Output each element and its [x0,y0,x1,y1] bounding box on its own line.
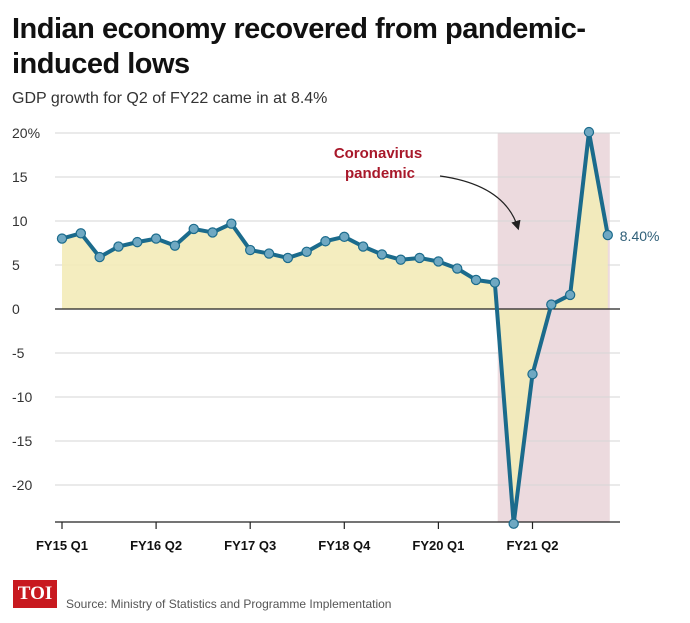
end-value-label: 8.40% [620,228,660,244]
gdp-growth-chart: 20% 15 10 5 0 -5 -10 -15 -20 FY15 Q1 FY16 Q2 FY17 Q… [12,125,660,553]
x-tick-label: FY20 Q1 [412,538,464,553]
data-point [395,254,406,265]
data-point [132,236,143,248]
data-point [339,231,350,243]
y-tick-label: -10 [12,389,32,405]
data-point [207,227,218,238]
data-point [376,249,388,260]
y-tick-label: 15 [12,169,28,185]
data-point [282,252,294,264]
x-tick-label: FY15 Q1 [36,538,88,553]
chart-title: Indian economy recovered from pandemic-i… [12,13,586,80]
y-tick-label: -20 [12,477,32,493]
data-point [489,277,501,288]
toi-logo: TOI [13,580,57,608]
data-point [470,274,482,286]
data-point [452,263,463,274]
data-point [301,246,312,257]
x-tick-label: FY17 Q3 [224,538,276,553]
data-point [150,233,162,244]
x-tick-label: FY16 Q2 [130,538,182,553]
data-point [263,248,275,259]
data-point [320,236,331,247]
chart-subtitle: GDP growth for Q2 of FY22 came in at 8.4… [12,90,328,107]
annotation-label: pandemic [345,165,415,182]
data-point [226,218,237,229]
x-tick-label: FY18 Q4 [318,538,371,553]
data-point [546,299,557,310]
data-point [564,289,576,301]
annotation-arrow [439,175,521,231]
y-tick-label: -15 [12,433,32,449]
x-tick-label: FY21 Q2 [506,538,558,553]
data-point [602,229,613,241]
data-point [188,223,199,235]
annotation-label: Coronavirus [334,145,422,162]
data-point [583,126,595,138]
data-point [508,518,519,529]
data-point [357,241,369,252]
data-point [433,256,444,267]
data-point [94,251,105,263]
y-tick-label: -5 [12,345,25,361]
source-note: Source: Ministry of Statistics and Progr… [66,597,392,611]
data-point [414,252,425,264]
data-point [244,244,256,256]
y-tick-label: 10 [12,213,28,229]
data-point [56,233,68,244]
data-point [527,368,538,380]
data-point [113,241,124,252]
y-tick-label: 0 [12,301,20,317]
y-tick-label: 5 [12,257,20,273]
data-point [75,228,87,239]
y-tick-label: 20% [12,125,40,141]
data-point [169,240,181,251]
